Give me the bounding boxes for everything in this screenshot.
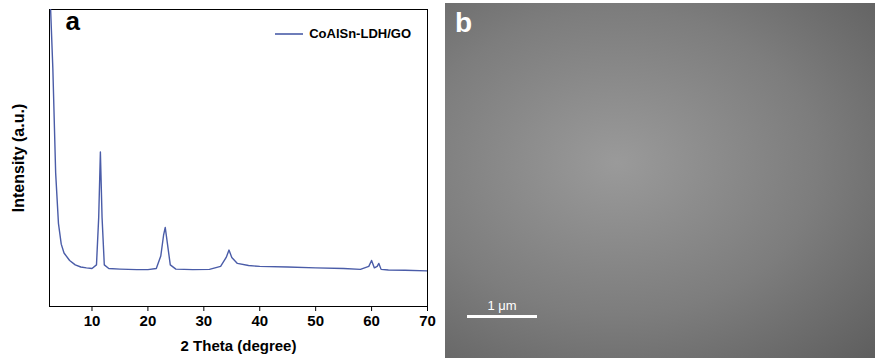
html-text:Intensity (a.u.): Intensity (a.u.) (10, 103, 27, 212)
svg-text:60: 60 (363, 312, 380, 329)
svg-text:30: 30 (195, 312, 212, 329)
svg-text:40: 40 (251, 312, 268, 329)
svg-text:a: a (66, 6, 81, 36)
html-text:b: b (455, 7, 473, 38)
svg-text:20: 20 (140, 312, 157, 329)
svg-text:50: 50 (307, 312, 324, 329)
html-text:CoAlSn-LDH/GO: CoAlSn-LDH/GO (309, 26, 411, 41)
svg-text:2 Theta (degree): 2 Theta (degree) (181, 337, 297, 354)
html-text:1 μm: 1 μm (487, 298, 517, 313)
svg-text:10: 10 (84, 312, 101, 329)
svg-text:70: 70 (419, 312, 436, 329)
